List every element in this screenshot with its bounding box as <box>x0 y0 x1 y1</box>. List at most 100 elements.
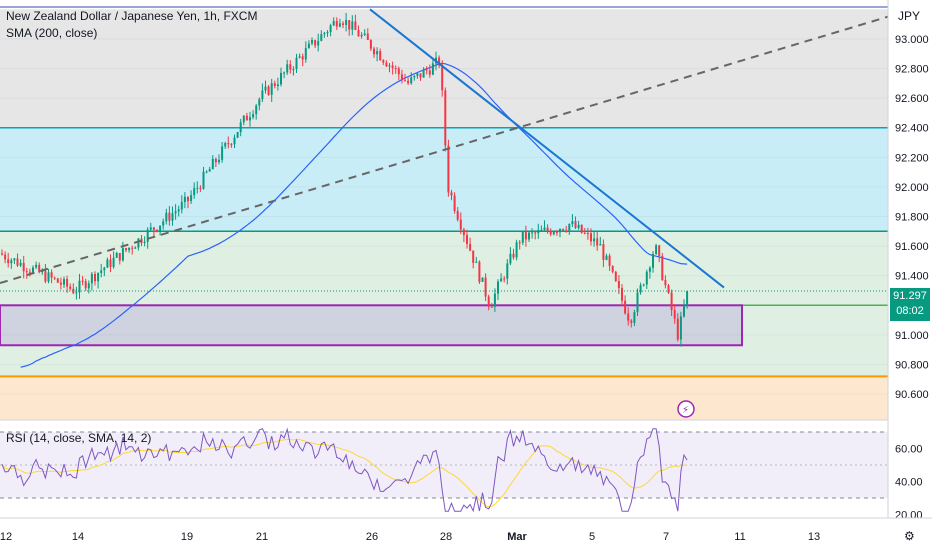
candle-body <box>87 283 90 289</box>
candle-body <box>134 247 137 249</box>
candle-body <box>655 245 658 254</box>
candle-body <box>252 114 255 118</box>
candle-body <box>444 90 447 146</box>
candle-body <box>679 316 682 340</box>
candle-body <box>202 171 205 189</box>
candle-body <box>664 280 667 286</box>
candle-body <box>546 227 549 231</box>
candle-body <box>94 273 96 282</box>
candle-body <box>261 90 264 100</box>
candle-body <box>292 69 295 71</box>
candle-body <box>369 39 372 49</box>
candle-body <box>276 84 279 87</box>
x-tick-label: 19 <box>181 531 193 543</box>
candle-body <box>438 57 441 66</box>
candle-body <box>255 105 258 115</box>
candle-body <box>425 69 428 71</box>
support-zone-box <box>0 304 743 347</box>
candle-body <box>53 277 56 279</box>
candle-body <box>568 223 571 231</box>
candle-body <box>320 34 323 41</box>
candle-body <box>168 212 171 221</box>
rsi-tick-label: 60.00 <box>895 444 923 456</box>
candle-body <box>221 146 224 160</box>
event-marker <box>677 400 695 418</box>
candle-body <box>100 270 103 273</box>
zone-green <box>0 231 888 377</box>
candle-body <box>84 281 87 289</box>
candle-body <box>360 34 363 37</box>
candle-body <box>289 64 292 70</box>
candle-body <box>66 279 69 287</box>
candle-body <box>115 253 118 258</box>
candle-body <box>537 229 540 234</box>
candle-body <box>382 60 385 63</box>
candle-body <box>621 288 623 301</box>
sma-line <box>20 62 688 368</box>
candle-body <box>559 228 561 233</box>
candle-body <box>19 262 22 266</box>
candle-body <box>329 25 332 32</box>
candle-body <box>453 195 456 211</box>
candle-body <box>630 320 633 323</box>
candle-body <box>608 255 611 266</box>
candle-body <box>397 68 400 75</box>
candle-body <box>500 278 503 282</box>
candle-body <box>196 187 199 189</box>
candle-body <box>407 80 410 84</box>
candle-body <box>97 272 100 282</box>
candle-body <box>661 256 664 281</box>
zone-orange <box>0 376 888 420</box>
last-price-value: 91.297 <box>893 290 927 302</box>
candle-body <box>286 64 289 73</box>
candle-body <box>125 248 127 251</box>
candle-body <box>540 229 543 231</box>
x-tick-label: 14 <box>72 531 84 543</box>
candle-body <box>413 75 416 78</box>
rsi-tick-label: 40.00 <box>895 477 923 489</box>
rsi-legend: RSI (14, close, SMA, 14, 2) <box>6 431 152 445</box>
candle-body <box>642 284 645 286</box>
candle-body <box>593 238 596 242</box>
zone-cyan <box>0 127 888 232</box>
y-tick-label: 92.000 <box>895 182 929 194</box>
candle-body <box>506 263 509 279</box>
candle-body <box>524 231 527 240</box>
candle-body <box>112 257 115 267</box>
candle-body <box>149 227 152 230</box>
candle-body <box>562 228 565 231</box>
descending-trend-line <box>369 8 725 289</box>
candle-body <box>56 278 59 283</box>
candle-body <box>304 48 307 60</box>
candle-body <box>497 281 499 294</box>
y-tick-label: 92.200 <box>895 152 929 164</box>
candle-body <box>419 73 422 78</box>
rsi-tick-label: 20.00 <box>895 510 923 522</box>
candle-body <box>131 247 134 249</box>
candle-body <box>59 282 62 285</box>
y-tick-label: 92.600 <box>895 93 929 105</box>
candle-body <box>103 267 106 271</box>
candle-body <box>10 260 13 264</box>
candle-body <box>357 30 360 37</box>
candle-body <box>447 145 450 193</box>
x-tick-label: 5 <box>589 531 595 543</box>
candle-body <box>624 300 627 314</box>
candle-body <box>667 285 670 293</box>
candle-body <box>174 211 177 214</box>
candles <box>1 12 689 347</box>
y-tick-label: 91.600 <box>895 241 929 253</box>
y-tick-label: 91.400 <box>895 271 929 283</box>
candle-body <box>258 99 261 106</box>
candle-body <box>32 267 34 273</box>
candle-body <box>658 245 661 257</box>
candle-body <box>636 292 639 313</box>
candle-body <box>518 242 521 244</box>
candle-body <box>183 196 186 202</box>
candle-body <box>233 137 236 145</box>
candle-body <box>323 33 326 35</box>
candle-body <box>481 277 484 282</box>
candle-body <box>280 72 282 85</box>
candle-body <box>239 122 242 133</box>
